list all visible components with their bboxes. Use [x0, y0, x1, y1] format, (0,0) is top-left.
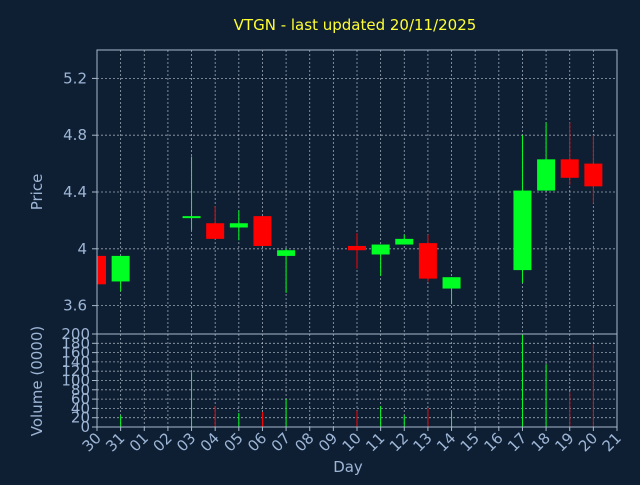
price-tick-label: 4 [77, 240, 87, 258]
x-tick-label: 03 [173, 429, 199, 455]
candle-body [277, 250, 296, 256]
x-tick-label: 20 [575, 429, 601, 455]
x-tick-label: 13 [410, 429, 436, 455]
volume-tick-label: 200 [61, 325, 90, 343]
candle-body [371, 244, 390, 255]
candle-body [418, 243, 437, 279]
volume-tick-label: 100 [61, 372, 90, 390]
x-axis-label: Day [333, 458, 363, 476]
price-axis-label: Price [28, 174, 46, 211]
volume-tick-label: 120 [61, 362, 90, 380]
candle-body [253, 216, 272, 246]
x-tick-label: 04 [197, 429, 223, 455]
x-tick-label: 31 [102, 429, 128, 455]
x-tick-label: 21 [599, 429, 625, 455]
volume-tick-label: 180 [61, 334, 90, 352]
x-tick-label: 07 [268, 429, 294, 455]
volume-tick-label: 140 [61, 353, 90, 371]
volume-tick-label: 0 [80, 418, 90, 436]
candle-body [348, 245, 366, 251]
volume-tick-label: 80 [71, 381, 90, 399]
x-tick-label: 15 [457, 429, 483, 455]
volume-axis-label: Volume (0000) [28, 326, 46, 436]
x-tick-label: 18 [528, 429, 554, 455]
price-tick-label: 4.4 [63, 183, 87, 201]
candle-body [584, 163, 603, 187]
x-tick-label: 14 [433, 429, 459, 455]
volume-tick-label: 60 [71, 390, 90, 408]
x-tick-label: 11 [362, 429, 388, 455]
candle-body [395, 238, 414, 245]
price-tick-label: 3.6 [63, 297, 87, 315]
x-tick-label: 19 [551, 429, 577, 455]
x-tick-label: 10 [339, 429, 365, 455]
chart-title: VTGN - last updated 20/11/2025 [234, 16, 477, 34]
candle-body [537, 159, 556, 191]
volume-tick-label: 160 [61, 344, 90, 362]
volume-tick-label: 20 [71, 409, 90, 427]
x-tick-label: 16 [480, 429, 506, 455]
x-tick-label: 12 [386, 429, 412, 455]
candle-body [97, 255, 106, 285]
x-tick-label: 06 [244, 429, 270, 455]
price-panel: 3.6 4 4.4 4.8 5.2 [63, 49, 618, 335]
candle-body [111, 255, 130, 282]
volume-tick-label: 40 [71, 399, 90, 417]
x-axis-ticks: 3031010203040506070809101112131415161718… [79, 427, 625, 455]
x-tick-label: 08 [291, 429, 317, 455]
candle-body [182, 216, 201, 219]
candle-body [513, 190, 532, 271]
x-tick-label: 17 [504, 429, 530, 455]
price-tick-label: 5.2 [63, 69, 87, 87]
candle-body [560, 159, 579, 178]
price-tick-label: 4.8 [63, 126, 87, 144]
x-tick-label: 01 [126, 429, 152, 455]
x-tick-label: 05 [220, 429, 246, 455]
candle-body [442, 277, 461, 289]
candle-body [229, 223, 248, 228]
candles-group [97, 122, 603, 305]
candle-body [206, 223, 225, 239]
x-tick-label: 09 [315, 429, 341, 455]
x-tick-label: 02 [150, 429, 176, 455]
